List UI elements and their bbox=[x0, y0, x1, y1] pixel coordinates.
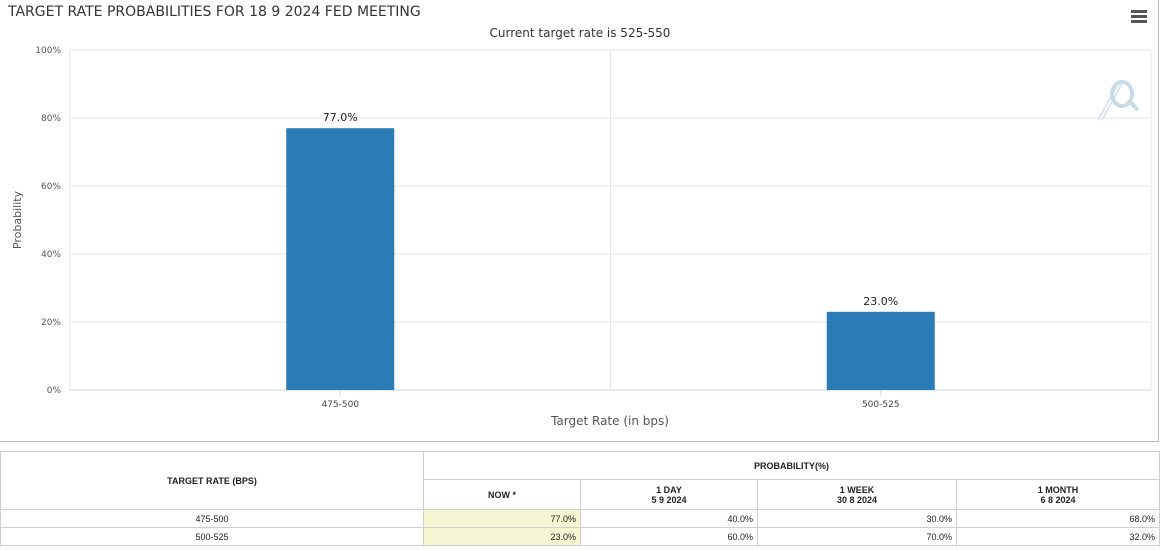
x-axis-label: Target Rate (in bps) bbox=[550, 414, 669, 428]
cell-now: 23.0% bbox=[423, 527, 581, 546]
cell-1-month: 68.0% bbox=[956, 509, 1160, 528]
data-label: 77.0% bbox=[323, 111, 358, 124]
y-tick-label: 20% bbox=[41, 318, 61, 328]
x-tick-label: 500-525 bbox=[862, 400, 900, 410]
cell-1-week: 30.0% bbox=[757, 509, 957, 528]
chart-title: TARGET RATE PROBABILITIES FOR 18 9 2024 … bbox=[7, 4, 421, 20]
cell-1-month: 32.0% bbox=[956, 527, 1160, 546]
y-tick-label: 80% bbox=[41, 114, 61, 124]
cell-1-week: 70.0% bbox=[757, 527, 957, 546]
y-axis-label: Probability bbox=[11, 190, 24, 249]
row-rate: 475-500 bbox=[0, 509, 424, 528]
cell-1-day: 40.0% bbox=[580, 509, 758, 528]
y-tick-label: 0% bbox=[47, 386, 62, 396]
col-header-1-week: 1 WEEK 30 8 2024 bbox=[757, 479, 957, 510]
bar bbox=[286, 128, 395, 390]
col-header-now: NOW * bbox=[423, 479, 581, 510]
bar-chart: TARGET RATE PROBABILITIES FOR 18 9 2024 … bbox=[7, 4, 1152, 428]
cell-now: 77.0% bbox=[423, 509, 581, 528]
chart-subtitle: Current target rate is 525-550 bbox=[490, 26, 671, 40]
cell-1-day: 60.0% bbox=[580, 527, 758, 546]
menu-icon[interactable] bbox=[1131, 10, 1147, 24]
probability-header: PROBABILITY(%) bbox=[423, 451, 1160, 480]
watermark-logo-icon bbox=[1097, 79, 1140, 121]
col-header-1-day: 1 DAY 5 9 2024 bbox=[580, 479, 758, 510]
col-header-1-month: 1 MONTH 6 8 2024 bbox=[956, 479, 1160, 510]
data-label: 23.0% bbox=[863, 295, 898, 308]
chart-container: TARGET RATE PROBABILITIES FOR 18 9 2024 … bbox=[0, 0, 1159, 442]
x-tick-label: 475-500 bbox=[321, 400, 359, 410]
row-rate: 500-525 bbox=[0, 527, 424, 546]
table-row: 500-525 23.0% 60.0% 70.0% 32.0% bbox=[0, 527, 1160, 546]
table-row: 475-500 77.0% 40.0% 30.0% 68.0% bbox=[0, 509, 1160, 528]
target-rate-header: TARGET RATE (BPS) bbox=[0, 451, 424, 510]
bar bbox=[826, 311, 935, 390]
probability-table: TARGET RATE (BPS) PROBABILITY(%) NOW * 1… bbox=[0, 451, 1160, 546]
y-tick-label: 40% bbox=[41, 250, 61, 260]
y-tick-label: 60% bbox=[41, 182, 61, 192]
y-tick-label: 100% bbox=[35, 46, 61, 56]
